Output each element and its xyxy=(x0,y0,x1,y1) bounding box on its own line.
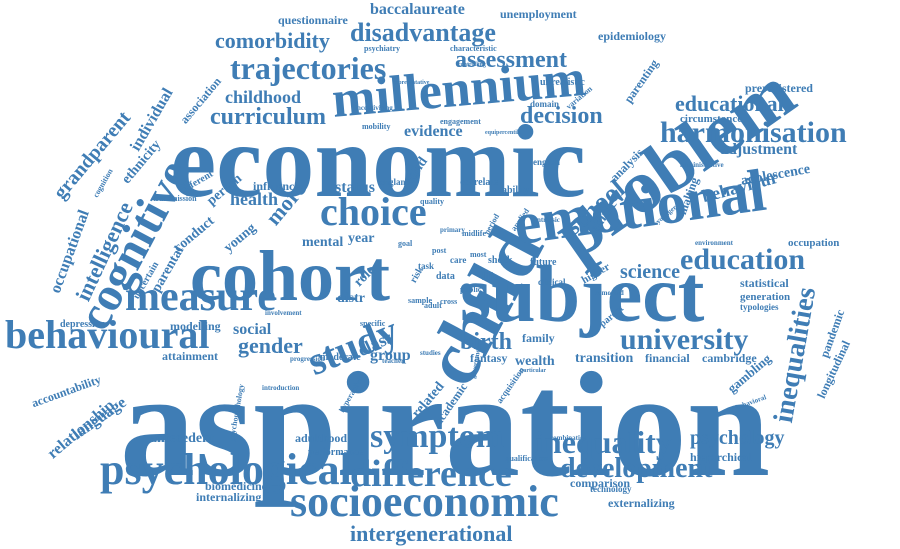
word-moderate: moderate xyxy=(320,353,361,363)
word-parenting: parenting xyxy=(622,57,660,105)
word-particular: particular xyxy=(520,368,546,374)
word-unrealistic: unrealistic xyxy=(540,78,585,88)
word-disadvantage: disadvantage xyxy=(350,20,496,46)
word-psychiatry: psychiatry xyxy=(364,45,400,53)
word-grandparent: grandparent xyxy=(50,108,134,203)
word-gender: gender xyxy=(238,335,303,357)
word-adjustment: adjustment xyxy=(720,142,797,158)
word-environment: environment xyxy=(695,240,733,247)
word-life: life xyxy=(482,270,498,282)
word-ability: ability xyxy=(502,186,529,196)
word-comorbid: comorbid xyxy=(595,290,624,297)
word-care: care xyxy=(450,256,466,265)
word-typologies: typologies xyxy=(740,303,779,312)
word-shock: shock xyxy=(488,256,512,266)
word-biomedicine: biomedicine xyxy=(205,480,267,492)
word-baccalaureate: baccalaureate xyxy=(370,2,465,18)
word-year: year xyxy=(348,232,374,246)
word-representative: representative xyxy=(393,80,429,86)
word-mobility: mobility xyxy=(362,123,390,131)
word-administrative: administrative xyxy=(680,162,724,169)
word-future: future xyxy=(530,258,556,268)
word-education: education xyxy=(680,245,805,275)
word-unemployment: unemployment xyxy=(500,8,577,20)
word-technology: technology xyxy=(590,485,632,494)
word-distr: distr xyxy=(337,292,365,306)
word-cognition: cognition xyxy=(92,168,115,199)
word-post: post xyxy=(432,247,446,255)
word-studies: studies xyxy=(420,350,441,357)
word-curriculum: curriculum xyxy=(210,105,326,129)
word-introduction: introduction xyxy=(262,385,299,392)
word-modelling: modelling xyxy=(170,320,221,332)
word-externalizing: externalizing xyxy=(608,497,675,509)
word-risk: risk xyxy=(409,266,426,285)
word-psychology: psychology xyxy=(690,428,784,448)
word-social: social xyxy=(233,322,271,338)
word-correlate: correlate xyxy=(460,178,498,188)
word-hierarchical: hierarchical xyxy=(690,451,752,463)
word-childhood: childhood xyxy=(225,88,301,106)
word-quality: quality xyxy=(420,198,444,206)
word-public: public xyxy=(460,286,481,294)
word-antecedent: antecedent xyxy=(150,432,215,446)
word-attainment: attainment xyxy=(162,350,218,362)
word-teacher: teacher xyxy=(382,358,404,365)
word-evidence: evidence xyxy=(404,124,463,140)
word-questionnaire: questionnaire xyxy=(278,14,348,26)
word-characteristic: characteristic xyxy=(450,45,497,53)
word-transmission: transmission xyxy=(153,195,197,203)
word-occupation: occupation xyxy=(788,238,839,249)
word-engagement: engagement xyxy=(440,118,481,126)
word-transition: transition xyxy=(575,352,633,366)
word-goal: goal xyxy=(398,240,412,248)
word-preregistered: preregistered xyxy=(745,82,813,94)
word-epidemiology: epidemiology xyxy=(598,30,666,42)
word-specific: specific xyxy=(360,320,385,328)
word-symptom: symptom xyxy=(370,420,504,454)
word-statistical: statistical xyxy=(740,277,789,289)
word-difference: difference xyxy=(350,455,512,493)
word-family: family xyxy=(522,332,555,344)
word-english: english xyxy=(533,158,560,167)
word-educational: educational xyxy=(675,93,784,115)
word-influence: influence xyxy=(253,180,300,192)
word-intrinsic: intrinsic xyxy=(535,217,560,224)
word-cambridge: cambridge xyxy=(702,352,757,364)
word-clinical: clinical xyxy=(538,278,566,287)
word-domain: domain xyxy=(530,100,559,109)
word-mental: mental xyxy=(302,236,343,250)
word-most: most xyxy=(470,251,486,259)
word-equipercentile: equipercentile xyxy=(485,130,521,136)
word-choice: choice xyxy=(320,192,427,232)
word-incentivising: incentivising xyxy=(355,105,393,112)
word-depression: depression xyxy=(60,320,105,330)
word-data: data xyxy=(436,272,455,282)
word-combination: combination xyxy=(550,435,587,442)
word-england: england xyxy=(380,178,411,187)
word-progression: progression xyxy=(290,356,325,363)
word-accountability: accountability xyxy=(30,373,102,409)
word-status: status xyxy=(335,180,375,196)
word-intergenerational: intergenerational xyxy=(350,523,513,545)
word-financial: financial xyxy=(645,352,690,364)
word-controlling: controlling xyxy=(458,62,486,68)
word-trajectories: trajectories xyxy=(230,52,386,84)
word-circumstance: circumstance xyxy=(680,114,742,125)
word-cross: cross xyxy=(440,298,457,306)
word-qualification: qualification xyxy=(505,455,548,463)
word-adulthood: adulthood xyxy=(295,432,347,444)
word-comorbidity: comorbidity xyxy=(215,30,330,52)
word-involvement: involvement xyxy=(265,310,302,317)
word-science: science xyxy=(620,262,680,282)
word-performance: performance xyxy=(308,448,363,458)
